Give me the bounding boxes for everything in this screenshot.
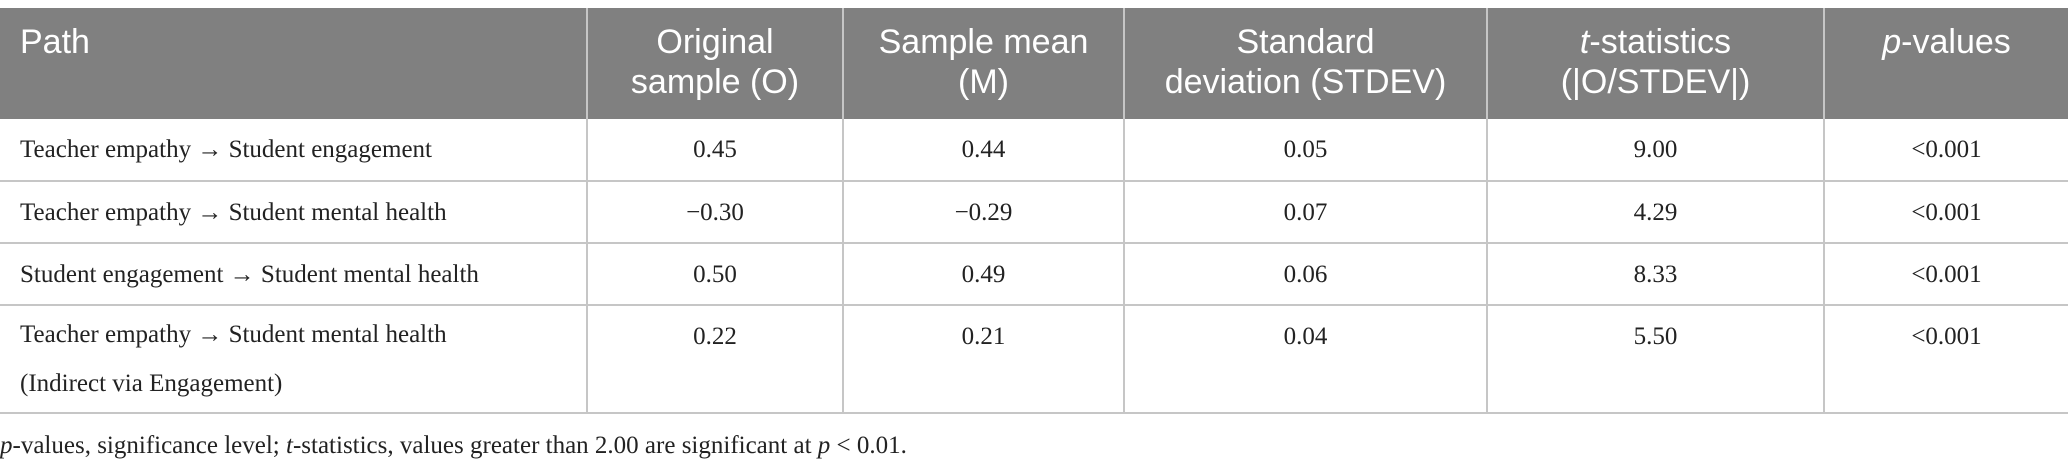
cell-stdev: 0.06 [1123, 243, 1487, 306]
header-original-sample: Original sample (O) [586, 8, 843, 119]
cell-original: 0.22 [586, 305, 843, 414]
header-p-values: p-values [1823, 8, 2068, 119]
header-standard-deviation: Standard deviation (STDEV) [1123, 8, 1487, 119]
cell-t-statistic: 9.00 [1486, 119, 1824, 182]
table-footnote: p-values, significance level; t-statisti… [0, 432, 907, 459]
path-coefficients-table: Path Original sample (O) Sample mean (M)… [0, 8, 2068, 414]
cell-p-value: <0.001 [1823, 181, 2068, 244]
cell-p-value: <0.001 [1823, 305, 2068, 414]
cell-original: 0.45 [586, 119, 843, 182]
cell-t-statistic: 8.33 [1486, 243, 1824, 306]
cell-mean: 0.44 [842, 119, 1124, 182]
cell-p-value: <0.001 [1823, 119, 2068, 182]
table-row: Student engagement → Student mental heal… [0, 243, 2068, 306]
cell-mean: −0.29 [842, 181, 1124, 244]
cell-stdev: 0.04 [1123, 305, 1487, 414]
cell-original: 0.50 [586, 243, 843, 306]
cell-stdev: 0.07 [1123, 181, 1487, 244]
cell-t-statistic: 4.29 [1486, 181, 1824, 244]
table-row: Teacher empathy → Student engagement 0.4… [0, 119, 2068, 182]
cell-path: Teacher empathy → Student engagement [0, 119, 587, 182]
cell-stdev: 0.05 [1123, 119, 1487, 182]
results-table-container: Path Original sample (O) Sample mean (M)… [0, 8, 2068, 414]
table-header-row: Path Original sample (O) Sample mean (M)… [0, 8, 2068, 119]
table-row: Teacher empathy → Student mental health … [0, 181, 2068, 244]
table-row: Teacher empathy → Student mental health … [0, 305, 2068, 414]
cell-path: Teacher empathy → Student mental health … [0, 305, 587, 414]
cell-path: Teacher empathy → Student mental health [0, 181, 587, 244]
cell-t-statistic: 5.50 [1486, 305, 1824, 414]
cell-mean: 0.21 [842, 305, 1124, 414]
cell-path: Student engagement → Student mental heal… [0, 243, 587, 306]
header-path: Path [0, 8, 587, 119]
cell-original: −0.30 [586, 181, 843, 244]
header-sample-mean: Sample mean (M) [842, 8, 1124, 119]
cell-p-value: <0.001 [1823, 243, 2068, 306]
header-t-statistics: t-statistics (|O/STDEV|) [1486, 8, 1824, 119]
cell-mean: 0.49 [842, 243, 1124, 306]
